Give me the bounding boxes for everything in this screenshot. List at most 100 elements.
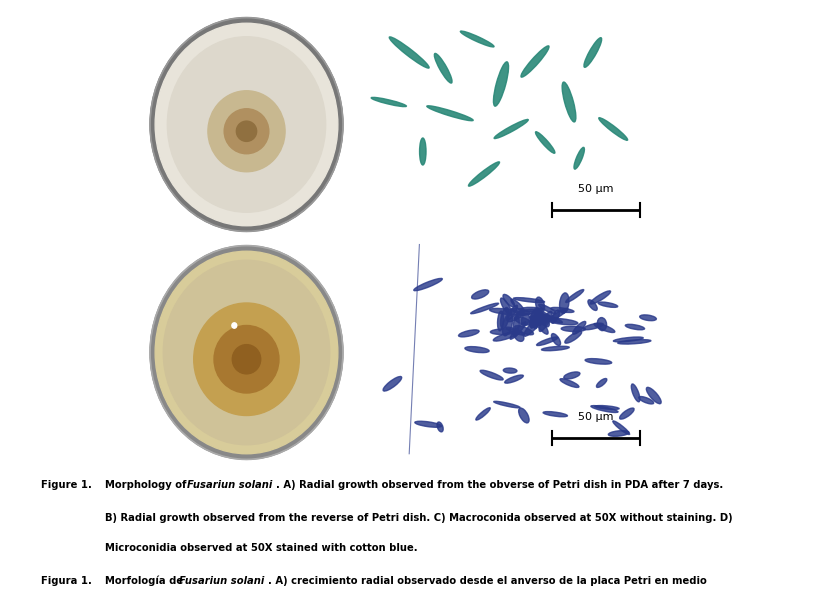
Ellipse shape bbox=[529, 316, 549, 323]
Ellipse shape bbox=[530, 316, 547, 323]
Ellipse shape bbox=[193, 303, 299, 416]
Ellipse shape bbox=[150, 18, 343, 231]
Ellipse shape bbox=[560, 379, 579, 387]
Ellipse shape bbox=[519, 408, 529, 423]
Ellipse shape bbox=[493, 331, 520, 341]
Ellipse shape bbox=[613, 421, 629, 435]
Ellipse shape bbox=[585, 359, 611, 364]
Ellipse shape bbox=[620, 408, 634, 419]
Ellipse shape bbox=[155, 23, 338, 226]
Ellipse shape bbox=[514, 297, 545, 302]
Ellipse shape bbox=[584, 38, 602, 67]
Ellipse shape bbox=[541, 346, 569, 351]
Ellipse shape bbox=[437, 422, 443, 432]
Ellipse shape bbox=[530, 310, 539, 323]
Ellipse shape bbox=[489, 308, 523, 315]
Ellipse shape bbox=[508, 313, 524, 322]
Ellipse shape bbox=[493, 62, 509, 106]
Text: 50 μm: 50 μm bbox=[579, 412, 614, 422]
Ellipse shape bbox=[543, 412, 567, 417]
Text: B: B bbox=[659, 18, 670, 33]
Ellipse shape bbox=[594, 323, 615, 332]
Ellipse shape bbox=[498, 311, 503, 331]
Text: . A) Radial growth observed from the obverse of Petri dish in PDA after 7 days.: . A) Radial growth observed from the obv… bbox=[276, 480, 723, 490]
Ellipse shape bbox=[383, 376, 402, 391]
Text: D: D bbox=[658, 246, 671, 261]
Ellipse shape bbox=[598, 302, 618, 307]
Ellipse shape bbox=[550, 307, 574, 313]
Ellipse shape bbox=[534, 308, 543, 321]
Ellipse shape bbox=[505, 375, 524, 383]
Ellipse shape bbox=[533, 315, 548, 334]
Ellipse shape bbox=[434, 53, 452, 83]
Ellipse shape bbox=[574, 147, 585, 169]
Ellipse shape bbox=[536, 132, 555, 153]
Ellipse shape bbox=[510, 322, 526, 339]
Ellipse shape bbox=[150, 245, 343, 460]
Ellipse shape bbox=[515, 326, 533, 335]
Text: A: A bbox=[326, 18, 337, 33]
Ellipse shape bbox=[562, 82, 576, 122]
Ellipse shape bbox=[372, 97, 406, 106]
Ellipse shape bbox=[625, 324, 645, 330]
Text: Morfología de: Morfología de bbox=[105, 576, 186, 586]
Ellipse shape bbox=[551, 310, 559, 323]
Ellipse shape bbox=[414, 278, 442, 291]
Ellipse shape bbox=[640, 315, 656, 321]
Ellipse shape bbox=[598, 318, 606, 330]
Ellipse shape bbox=[531, 313, 542, 327]
Text: Microconidia observed at 50X stained with cotton blue.: Microconidia observed at 50X stained wit… bbox=[105, 543, 418, 553]
Text: B) Radial growth observed from the reverse of Petri dish. C) Macroconida observe: B) Radial growth observed from the rever… bbox=[105, 513, 733, 523]
Ellipse shape bbox=[529, 313, 541, 327]
Ellipse shape bbox=[420, 138, 426, 165]
Text: Fusariun solani: Fusariun solani bbox=[179, 576, 264, 586]
Ellipse shape bbox=[584, 323, 603, 330]
Ellipse shape bbox=[536, 310, 541, 326]
Ellipse shape bbox=[415, 421, 441, 427]
Text: Fusariun solani: Fusariun solani bbox=[186, 480, 272, 490]
Ellipse shape bbox=[595, 406, 620, 409]
Ellipse shape bbox=[563, 372, 580, 379]
Ellipse shape bbox=[490, 329, 517, 335]
Ellipse shape bbox=[539, 312, 552, 332]
Ellipse shape bbox=[561, 326, 585, 332]
Ellipse shape bbox=[476, 408, 490, 420]
Ellipse shape bbox=[632, 384, 640, 402]
Ellipse shape bbox=[237, 121, 257, 141]
Ellipse shape bbox=[591, 406, 618, 412]
Ellipse shape bbox=[524, 317, 542, 336]
Ellipse shape bbox=[427, 106, 473, 121]
Ellipse shape bbox=[521, 313, 529, 326]
Ellipse shape bbox=[515, 317, 531, 325]
Ellipse shape bbox=[565, 331, 581, 343]
Text: Figura 1.: Figura 1. bbox=[41, 576, 92, 586]
Ellipse shape bbox=[502, 313, 512, 336]
Ellipse shape bbox=[155, 252, 338, 453]
Ellipse shape bbox=[233, 345, 261, 374]
Ellipse shape bbox=[639, 397, 654, 404]
Ellipse shape bbox=[551, 334, 560, 346]
Text: Figure 1.: Figure 1. bbox=[41, 480, 92, 490]
Ellipse shape bbox=[468, 162, 499, 186]
Ellipse shape bbox=[511, 299, 524, 312]
Ellipse shape bbox=[503, 368, 517, 373]
Circle shape bbox=[232, 323, 237, 328]
Ellipse shape bbox=[493, 401, 520, 408]
Ellipse shape bbox=[521, 46, 549, 77]
Ellipse shape bbox=[459, 330, 479, 337]
Ellipse shape bbox=[531, 315, 545, 328]
Ellipse shape bbox=[537, 337, 558, 346]
Ellipse shape bbox=[590, 291, 611, 304]
Ellipse shape bbox=[608, 431, 629, 436]
Ellipse shape bbox=[535, 310, 552, 321]
Ellipse shape bbox=[532, 312, 538, 329]
Ellipse shape bbox=[460, 31, 494, 47]
Ellipse shape bbox=[536, 297, 545, 313]
Ellipse shape bbox=[214, 326, 279, 393]
Ellipse shape bbox=[539, 304, 556, 313]
Text: . A) crecimiento radial observado desde el anverso de la placa Petri en medio: . A) crecimiento radial observado desde … bbox=[268, 576, 707, 586]
Ellipse shape bbox=[465, 346, 489, 353]
Ellipse shape bbox=[541, 314, 563, 323]
Ellipse shape bbox=[506, 327, 524, 335]
Text: 50 μm: 50 μm bbox=[579, 184, 614, 194]
